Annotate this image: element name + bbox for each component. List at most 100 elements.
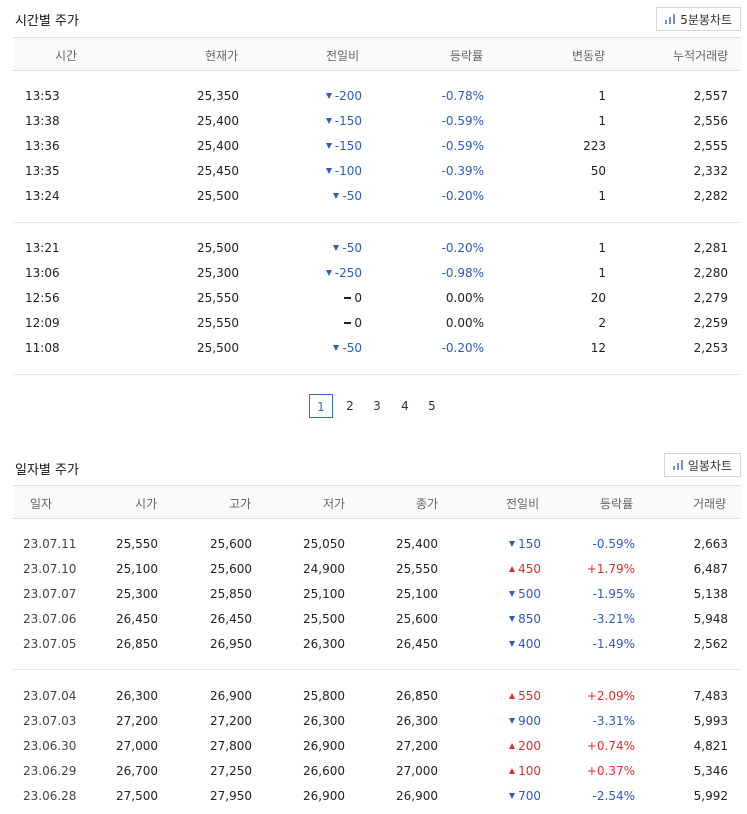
diff-cell: -150: [282, 114, 362, 128]
diff-cell: 0: [282, 316, 362, 330]
diff-cell: 400: [471, 637, 541, 651]
rate-cell: -0.59%: [592, 537, 635, 551]
triangle-down-icon: [509, 616, 516, 622]
col-volume: 변동량: [572, 49, 606, 63]
rate-cell: -0.20%: [441, 241, 484, 255]
cumulative-cell: 2,253: [693, 341, 728, 355]
page-2[interactable]: 2: [346, 399, 354, 413]
diff-cell: 100: [471, 764, 541, 778]
low-cell: 25,050: [303, 537, 345, 551]
rate-cell: -0.78%: [441, 89, 484, 103]
diff-value: -200: [334, 89, 362, 103]
time-cell: 13:24: [25, 189, 60, 203]
diff-value: 400: [518, 637, 541, 651]
open-cell: 26,850: [116, 637, 158, 651]
triangle-down-icon: [509, 591, 516, 597]
close-cell: 25,600: [396, 612, 438, 626]
time-cell: 11:08: [25, 341, 60, 355]
price-cell: 25,300: [197, 266, 239, 280]
cumulative-cell: 2,557: [693, 89, 728, 103]
close-cell: 26,450: [396, 637, 438, 651]
diff-value: 0: [354, 291, 362, 305]
daily-chart-button[interactable]: 일봉차트: [663, 453, 741, 477]
high-cell: 25,600: [210, 537, 252, 551]
table-row: 13:36 25,400 -150 -0.59% 223 2,555: [13, 133, 741, 158]
table-row: 13:35 25,450 -100 -0.39% 50 2,332: [13, 158, 741, 183]
cumulative-cell: 2,556: [693, 114, 728, 128]
high-cell: 26,950: [210, 637, 252, 651]
diff-value: -50: [342, 341, 362, 355]
daily-table-header: 일자 시가 고가 저가 종가 전일비 등락률 거래량: [13, 485, 741, 519]
diff-value: 0: [354, 316, 362, 330]
cumulative-cell: 2,259: [693, 316, 728, 330]
cumulative-cell: 2,281: [693, 241, 728, 255]
page-3[interactable]: 3: [373, 399, 381, 413]
row-group-divider: [13, 222, 741, 223]
page-5[interactable]: 5: [428, 399, 436, 413]
diff-cell: 550: [471, 689, 541, 703]
col-time: 시간: [55, 49, 78, 63]
volume-cell: 2,663: [693, 537, 728, 551]
col-diff: 전일비: [506, 497, 540, 511]
col-low: 저가: [323, 497, 346, 511]
date-cell: 23.07.07: [23, 587, 77, 601]
diff-value: -150: [334, 114, 362, 128]
table-row: 13:06 25,300 -250 -0.98% 1 2,280: [13, 260, 741, 285]
col-rate: 등락률: [450, 49, 484, 63]
triangle-down-icon: [509, 641, 516, 647]
volume-cell: 1: [598, 241, 606, 255]
triangle-down-icon: [325, 168, 332, 174]
diff-value: 900: [518, 714, 541, 728]
diff-cell: 850: [471, 612, 541, 626]
section-title: 시간별 주가: [15, 14, 79, 29]
volume-cell: 5,948: [693, 612, 728, 626]
price-cell: 25,350: [197, 89, 239, 103]
diff-cell: -100: [282, 164, 362, 178]
low-cell: 25,500: [303, 612, 345, 626]
table-row: 13:21 25,500 -50 -0.20% 1 2,281: [13, 235, 741, 260]
chart-button-label: 일봉차트: [687, 458, 732, 473]
low-cell: 26,300: [303, 637, 345, 651]
col-rate: 등락률: [600, 497, 634, 511]
close-cell: 27,200: [396, 739, 438, 753]
pagination: 1 2 3 4 5: [0, 394, 747, 420]
volume-cell: 4,821: [693, 739, 728, 753]
col-volume: 거래량: [693, 497, 727, 511]
date-cell: 23.07.11: [23, 537, 77, 551]
page-1[interactable]: 1: [309, 394, 333, 418]
rate-cell: -2.54%: [592, 789, 635, 803]
close-cell: 26,300: [396, 714, 438, 728]
bar-chart-icon: [672, 460, 683, 470]
rate-cell: +0.37%: [586, 764, 635, 778]
table-row: 23.07.10 25,100 25,600 24,900 25,550 450 +1.79…: [13, 556, 741, 581]
diff-value: 700: [518, 789, 541, 803]
table-row: 23.07.04 26,300 26,900 25,800 26,850 550 +2.09…: [13, 683, 741, 708]
table-row: 23.06.29 26,700 27,250 26,600 27,000 100 +0.37…: [13, 758, 741, 783]
triangle-down-icon: [509, 541, 516, 547]
col-date: 일자: [30, 497, 53, 511]
bar-chart-icon: [665, 14, 676, 24]
rate-cell: -0.98%: [441, 266, 484, 280]
price-cell: 25,450: [197, 164, 239, 178]
diff-cell: 150: [471, 537, 541, 551]
table-row: 13:24 25,500 -50 -0.20% 1 2,282: [13, 183, 741, 208]
cumulative-cell: 2,279: [693, 291, 728, 305]
page-4[interactable]: 4: [401, 399, 409, 413]
time-cell: 13:53: [25, 89, 60, 103]
diff-cell: 900: [471, 714, 541, 728]
five-minute-chart-button[interactable]: 5분봉차트: [656, 7, 741, 31]
rate-cell: -0.39%: [441, 164, 484, 178]
triangle-up-icon: [509, 566, 516, 572]
table-row: 23.07.11 25,550 25,600 25,050 25,400 150 -0.59…: [13, 531, 741, 556]
cumulative-cell: 2,332: [693, 164, 728, 178]
triangle-down-icon: [325, 143, 332, 149]
table-row: 12:09 25,550 0 0.00% 2 2,259: [13, 310, 741, 335]
volume-cell: 2: [598, 316, 606, 330]
table-row: 23.07.06 26,450 26,450 25,500 25,600 850 -3.21…: [13, 606, 741, 631]
high-cell: 27,250: [210, 764, 252, 778]
close-cell: 26,850: [396, 689, 438, 703]
open-cell: 25,100: [116, 562, 158, 576]
volume-cell: 1: [598, 114, 606, 128]
daily-price-section: 일자별 주가 일봉차트 일자 시가 고가 저가 종가 전일비 등락률 거래량 2…: [13, 450, 741, 814]
close-cell: 27,000: [396, 764, 438, 778]
